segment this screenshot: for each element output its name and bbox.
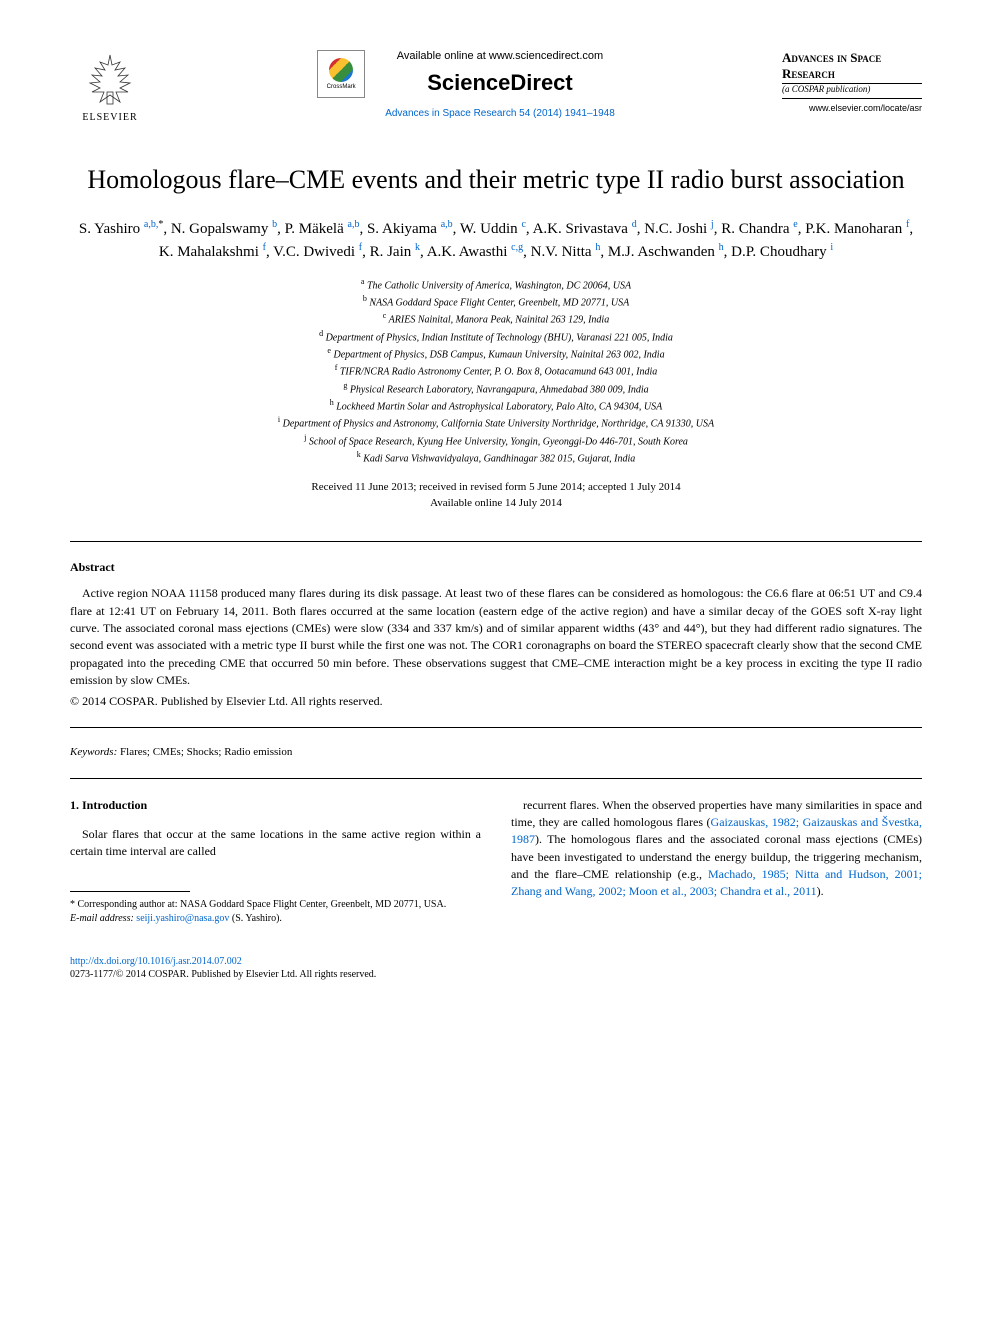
elsevier-label: ELSEVIER — [82, 112, 137, 123]
journal-title: Advances in Space Research — [782, 50, 922, 84]
abstract-heading: Abstract — [70, 560, 922, 575]
affiliations: a The Catholic University of America, Wa… — [70, 276, 922, 467]
online-date: Available online 14 July 2014 — [70, 496, 922, 511]
crossmark-label: CrossMark — [327, 84, 356, 90]
abstract-copyright: © 2014 COSPAR. Published by Elsevier Ltd… — [70, 694, 922, 709]
elsevier-tree-icon — [80, 50, 140, 110]
intro-heading: 1. Introduction — [70, 797, 481, 814]
intro-para-right: recurrent flares. When the observed prop… — [511, 797, 922, 901]
body-columns: 1. Introduction Solar flares that occur … — [70, 797, 922, 926]
center-header: CrossMark Available online at www.scienc… — [150, 50, 782, 119]
bottom-copyright: 0273-1177/© 2014 COSPAR. Published by El… — [70, 969, 922, 980]
journal-subtitle: (a COSPAR publication) — [782, 84, 922, 99]
journal-reference[interactable]: Advances in Space Research 54 (2014) 194… — [385, 108, 615, 119]
keywords: Keywords: Flares; CMEs; Shocks; Radio em… — [70, 746, 922, 758]
keywords-label: Keywords: — [70, 746, 117, 758]
authors: S. Yashiro a,b,*, N. Gopalswamy b, P. Mä… — [70, 217, 922, 264]
dates: Received 11 June 2013; received in revis… — [70, 480, 922, 511]
available-online-text: Available online at www.sciencedirect.co… — [397, 50, 603, 62]
paper-title: Homologous flare–CME events and their me… — [70, 163, 922, 197]
elsevier-logo: ELSEVIER — [70, 50, 150, 123]
abstract-text: Active region NOAA 11158 produced many f… — [70, 585, 922, 689]
crossmark-icon — [329, 58, 353, 82]
divider — [70, 541, 922, 542]
intro-para-left: Solar flares that occur at the same loca… — [70, 826, 481, 861]
divider-2 — [70, 727, 922, 728]
doi-link[interactable]: http://dx.doi.org/10.1016/j.asr.2014.07.… — [70, 956, 922, 967]
header: ELSEVIER CrossMark Available online at w… — [70, 50, 922, 123]
column-right: recurrent flares. When the observed prop… — [511, 797, 922, 926]
sciencedirect-logo: ScienceDirect — [427, 70, 573, 96]
corresp-text: * Corresponding author at: NASA Goddard … — [70, 898, 481, 912]
divider-3 — [70, 778, 922, 779]
footnote-rule — [70, 891, 190, 892]
email-label: E-mail address: — [70, 913, 134, 924]
journal-url[interactable]: www.elsevier.com/locate/asr — [782, 103, 922, 113]
email-name: (S. Yashiro). — [229, 913, 282, 924]
journal-box: Advances in Space Research (a COSPAR pub… — [782, 50, 922, 113]
email-address[interactable]: seiji.yashiro@nasa.gov — [136, 913, 229, 924]
received-date: Received 11 June 2013; received in revis… — [70, 480, 922, 495]
column-left: 1. Introduction Solar flares that occur … — [70, 797, 481, 926]
keywords-text: Flares; CMEs; Shocks; Radio emission — [117, 746, 292, 758]
email-line: E-mail address: seiji.yashiro@nasa.gov (… — [70, 912, 481, 926]
crossmark-badge[interactable]: CrossMark — [317, 50, 365, 98]
corresponding-footnote: * Corresponding author at: NASA Goddard … — [70, 898, 481, 926]
